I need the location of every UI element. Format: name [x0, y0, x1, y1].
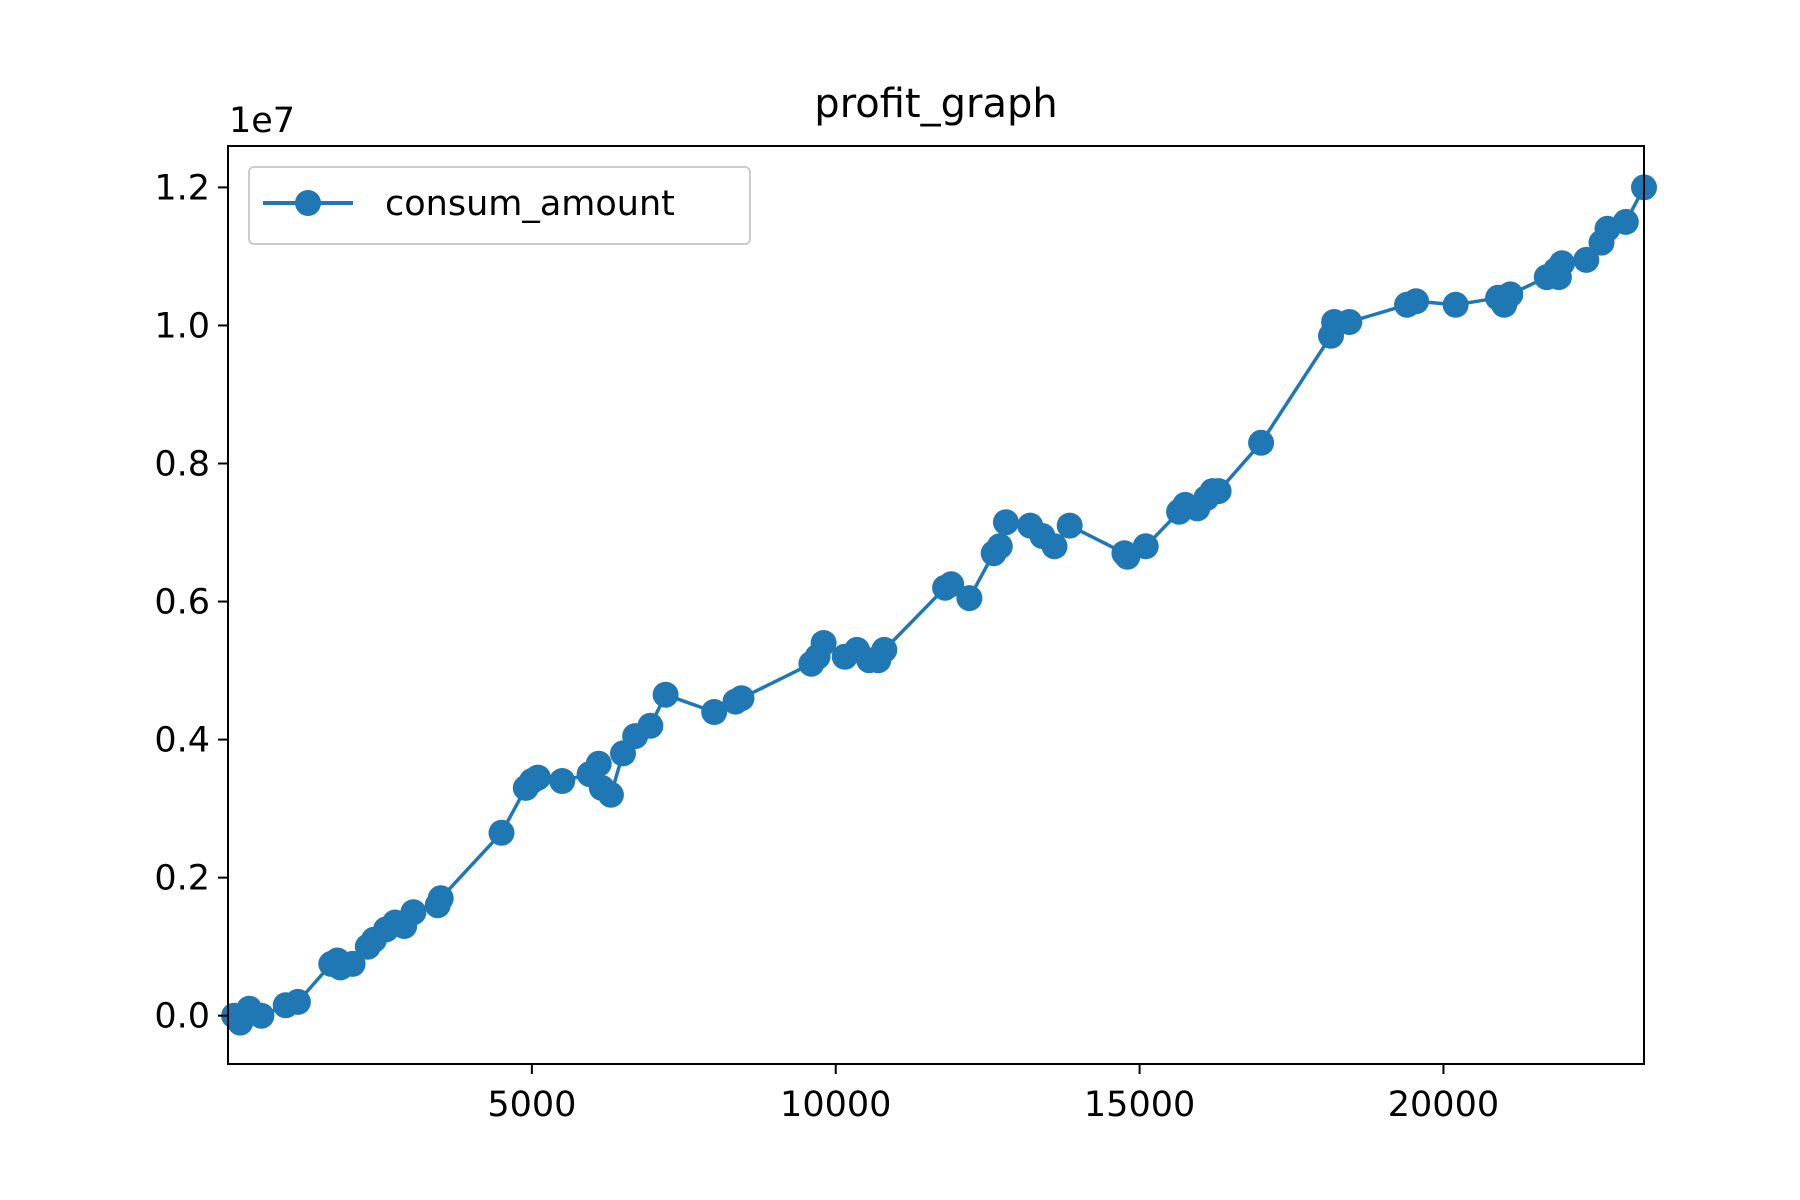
- data-point: [938, 571, 965, 598]
- data-point: [284, 988, 311, 1015]
- y-tick-label: 0.2: [154, 859, 210, 899]
- data-point: [1612, 208, 1639, 235]
- plot-frame: [227, 145, 1645, 1065]
- data-point: [1056, 512, 1083, 539]
- y-tick-label: 1.0: [154, 306, 210, 346]
- plot-area: [228, 146, 1644, 1064]
- data-point: [1132, 533, 1159, 560]
- data-layer: [221, 174, 1657, 1036]
- legend-box: [248, 166, 751, 245]
- data-point: [956, 585, 983, 612]
- data-point: [1497, 281, 1524, 308]
- data-point: [728, 685, 755, 712]
- y-tick-label: 1.2: [154, 168, 210, 208]
- data-point: [701, 699, 728, 725]
- data-point: [986, 533, 1013, 560]
- data-point: [1041, 533, 1068, 560]
- data-point: [585, 750, 612, 777]
- chart-title: profit_graph: [814, 81, 1057, 127]
- legend: consum_amount: [248, 166, 751, 245]
- data-point: [339, 950, 366, 977]
- legend-marker-swatch: [295, 190, 321, 216]
- legend-label: consum_amount: [385, 184, 675, 224]
- x-tick-label: 10000: [780, 1085, 891, 1125]
- y-axis-offset-label: 1e7: [229, 101, 295, 141]
- data-point: [810, 630, 837, 656]
- data-point: [1248, 429, 1275, 456]
- data-point: [597, 781, 624, 808]
- data-point: [652, 681, 679, 708]
- y-axis: 0.0 0.2 0.4 0.6 0.8 1.0 1.2: [154, 168, 228, 1037]
- data-point: [248, 1002, 275, 1029]
- y-tick-label: 0.6: [154, 583, 210, 623]
- data-point: [400, 899, 427, 926]
- y-tick-label: 0.0: [154, 997, 210, 1037]
- data-point: [637, 712, 664, 739]
- data-point: [524, 764, 551, 791]
- data-point: [1549, 250, 1575, 277]
- data-point: [871, 636, 898, 663]
- x-tick-label: 15000: [1084, 1085, 1195, 1125]
- data-point: [1573, 246, 1600, 273]
- x-tick-label: 5000: [487, 1085, 576, 1125]
- data-point: [1403, 288, 1430, 315]
- x-axis: 5000 10000 15000 20000: [487, 1064, 1499, 1125]
- data-point: [1442, 291, 1469, 318]
- data-point: [992, 509, 1019, 536]
- y-tick-label: 0.8: [154, 445, 210, 485]
- data-point: [1205, 478, 1232, 505]
- data-point: [488, 819, 515, 846]
- y-tick-label: 0.4: [154, 721, 210, 761]
- data-point: [427, 885, 454, 912]
- data-point: [549, 768, 576, 794]
- x-tick-label: 20000: [1388, 1085, 1499, 1125]
- data-point: [1336, 309, 1363, 335]
